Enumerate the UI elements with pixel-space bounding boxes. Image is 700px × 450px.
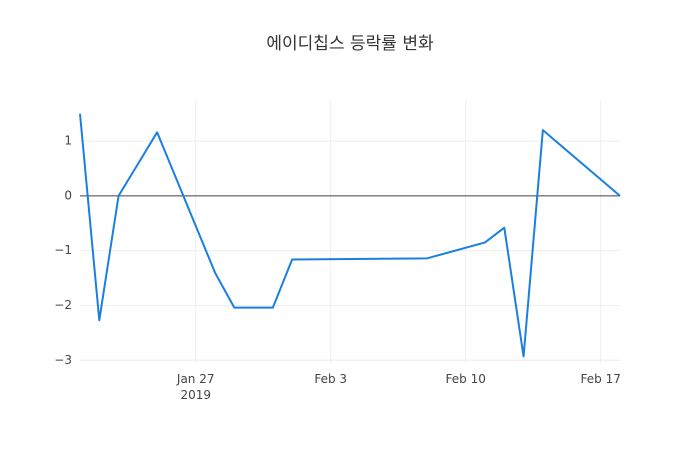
y-tick-label: 0 [64, 188, 72, 202]
x-tick-label: Feb 10 [446, 372, 486, 386]
x-tick-label: Feb 3 [314, 372, 347, 386]
y-tick-label: −3 [54, 353, 72, 367]
x-tick-sublabel: 2019 [180, 388, 211, 402]
x-tick-label: Jan 27 [176, 372, 215, 386]
y-tick-label: −1 [54, 243, 72, 257]
chart-title: 에이디칩스 등락률 변화 [266, 34, 434, 54]
y-tick-label: −2 [54, 298, 72, 312]
x-tick-label: Feb 17 [581, 372, 621, 386]
line-series [79, 113, 621, 358]
y-tick-label: 1 [64, 134, 72, 148]
